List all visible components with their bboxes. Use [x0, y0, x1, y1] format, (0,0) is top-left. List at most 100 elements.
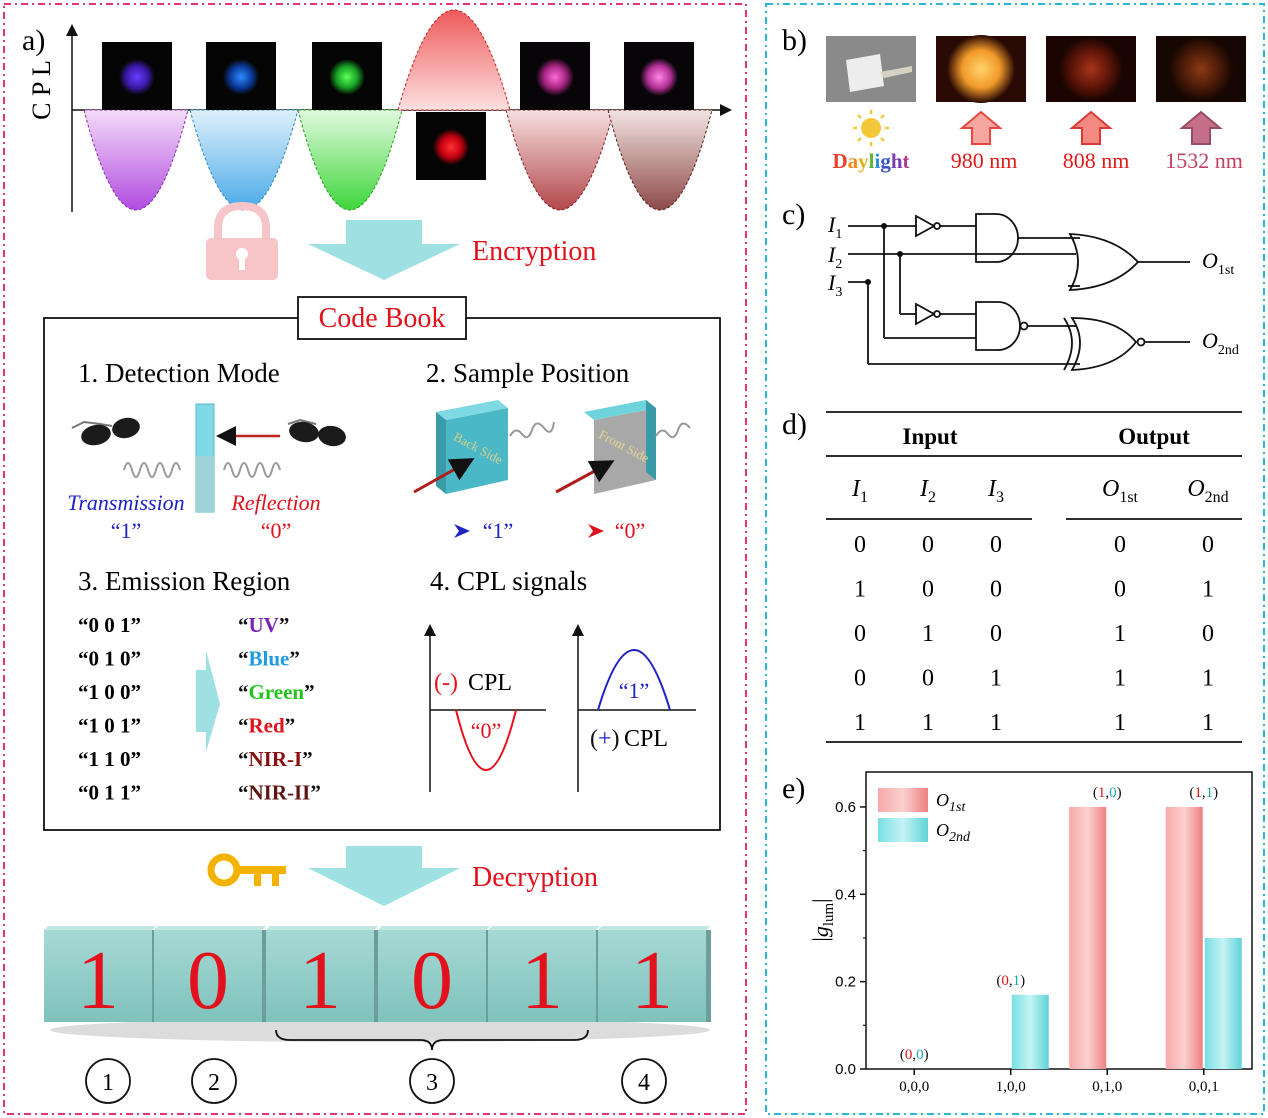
digit-block: 1: [44, 926, 157, 1027]
panel-right-frame: [765, 3, 1265, 1115]
emission-code: “1 0 0”: [78, 680, 141, 704]
emission-photo-blue: [206, 42, 276, 110]
y-tick-label: 0.2: [835, 974, 856, 991]
bar-annotation: (1,1): [1189, 785, 1218, 801]
table-row: 0 0 0 0 0: [854, 532, 1214, 558]
digit-block: 1: [598, 926, 711, 1027]
step-circle-number: 3: [426, 1070, 438, 1096]
digit-block: 0: [154, 926, 267, 1027]
reflection-code: “0”: [261, 518, 292, 543]
table-cell: 0: [990, 532, 1002, 558]
legend-label: O1st: [936, 790, 966, 815]
logic-circuit: [848, 213, 1190, 371]
reflection-label: Reflection: [230, 490, 320, 515]
digit-block-value: 0: [411, 934, 453, 1027]
emission-code: “1 0 1”: [78, 714, 141, 738]
table-cell: 0: [990, 621, 1002, 647]
table-cell: 0: [1114, 532, 1126, 558]
digit-block-value: 1: [77, 934, 119, 1027]
table-cell: 1: [854, 577, 866, 603]
cpl-lobe-nir2: [607, 109, 713, 211]
table-cell: 1: [922, 621, 934, 647]
emission-photo-uv: [102, 42, 172, 110]
digit-block-value: 1: [521, 934, 563, 1027]
encryption-arrow: [308, 220, 460, 280]
photo-daylight: [826, 36, 916, 102]
bar-o1st: [1165, 806, 1203, 1069]
section-cpl-signals: 4. CPL signals: [430, 566, 587, 596]
panel-a-frame: [3, 3, 747, 1115]
cpl-lobe-red: [397, 9, 511, 111]
emission-photo-green: [312, 42, 382, 110]
table-cell: 0: [922, 577, 934, 603]
table-cell: 0: [1114, 577, 1126, 603]
table-cell: 0: [1202, 532, 1214, 558]
truth-table-body: 0 0 0 0 0 1 0 0 0 1 0 1 0 1 0 0 0 1 1 1 1 1 1 1 1: [854, 532, 1214, 736]
table-cell: 0: [854, 532, 866, 558]
pointer-blue-icon: [454, 524, 470, 538]
emission-photo-nir1: [520, 42, 590, 110]
bar-annotation: (0,1): [996, 973, 1025, 989]
table-cell: 0: [990, 577, 1002, 603]
pointer-red-icon: [588, 524, 604, 538]
sun-icon: [853, 110, 889, 146]
digit-block-value: 1: [299, 934, 341, 1027]
label-daylight: Daylight: [832, 149, 909, 173]
label-808nm: 808 nm: [1063, 148, 1130, 173]
table-cell: 1: [990, 710, 1002, 736]
x-tick-label: 0,0,1: [1189, 1079, 1219, 1095]
arrow-980nm-icon: [959, 110, 1003, 145]
emission-region-label: “Red”: [238, 714, 295, 738]
neg-cpl-curve: [455, 709, 517, 771]
code-book-title-box: [297, 296, 467, 340]
neg-cpl-code: “0”: [471, 718, 502, 743]
decryption-arrow: [308, 846, 460, 906]
panel-label-c: c): [782, 198, 805, 231]
section-detection-mode: 1. Detection Mode: [78, 358, 280, 388]
digit-block: 0: [378, 926, 491, 1027]
emission-region-label: “NIR-II”: [238, 781, 321, 805]
transmission-label: Transmission: [67, 490, 184, 515]
sample-back-side: Back Side: [413, 400, 555, 494]
cpl-lobe-green: [297, 109, 403, 211]
table-column-header: O1st: [1102, 476, 1139, 506]
decryption-label: Decryption: [472, 862, 598, 893]
cpl-lobe-blue: [189, 109, 299, 211]
emission-region-label: “NIR-I”: [238, 747, 313, 771]
x-tick-label: 1,0,0: [996, 1079, 1026, 1095]
pos-cpl-label: CPL: [624, 726, 668, 752]
step-circle: 1: [85, 1058, 131, 1104]
cpl-lobe-uv: [83, 109, 189, 211]
encryption-label: Encryption: [472, 236, 596, 267]
table-row: 0 1 0 1 0: [854, 621, 1214, 647]
panel-label-a: a): [22, 24, 45, 57]
table-row: 1 1 1 1 1: [854, 710, 1214, 736]
circuit-nodes: [865, 223, 903, 285]
photo-1532nm: [1156, 36, 1246, 102]
table-column-header: O2nd: [1187, 476, 1228, 506]
emission-photo-nir2: [624, 42, 694, 110]
output-label-o2: O2nd: [1202, 328, 1239, 358]
emission-arrow: [196, 650, 220, 752]
neg-cpl-sign: (-): [434, 670, 458, 696]
step-circle: 3: [409, 1058, 455, 1104]
table-cell: 1: [1114, 666, 1126, 692]
section-emission-region: 3. Emission Region: [78, 566, 291, 596]
table-group-input: Input: [903, 424, 958, 449]
emission-code: “0 1 1”: [78, 781, 141, 805]
output-label-o1: O1st: [1202, 248, 1234, 278]
cpl-axis-label: C P L: [27, 60, 56, 120]
key-icon: [207, 853, 286, 887]
pos-cpl-sign: (+): [590, 726, 620, 752]
lock-icon: [206, 201, 278, 280]
emission-code: “0 1 0”: [78, 647, 141, 671]
table-cell: 0: [922, 666, 934, 692]
photo-808nm: [1046, 36, 1136, 102]
table-cell: 1: [1202, 577, 1214, 603]
table-cell: 1: [1114, 710, 1126, 736]
bar-annotation: (1,0): [1093, 785, 1122, 801]
sample-front-side: Front Side: [555, 400, 691, 494]
table-cell: 1: [854, 710, 866, 736]
bar-annotation: (0,0): [900, 1047, 929, 1063]
table-cell: 0: [854, 666, 866, 692]
